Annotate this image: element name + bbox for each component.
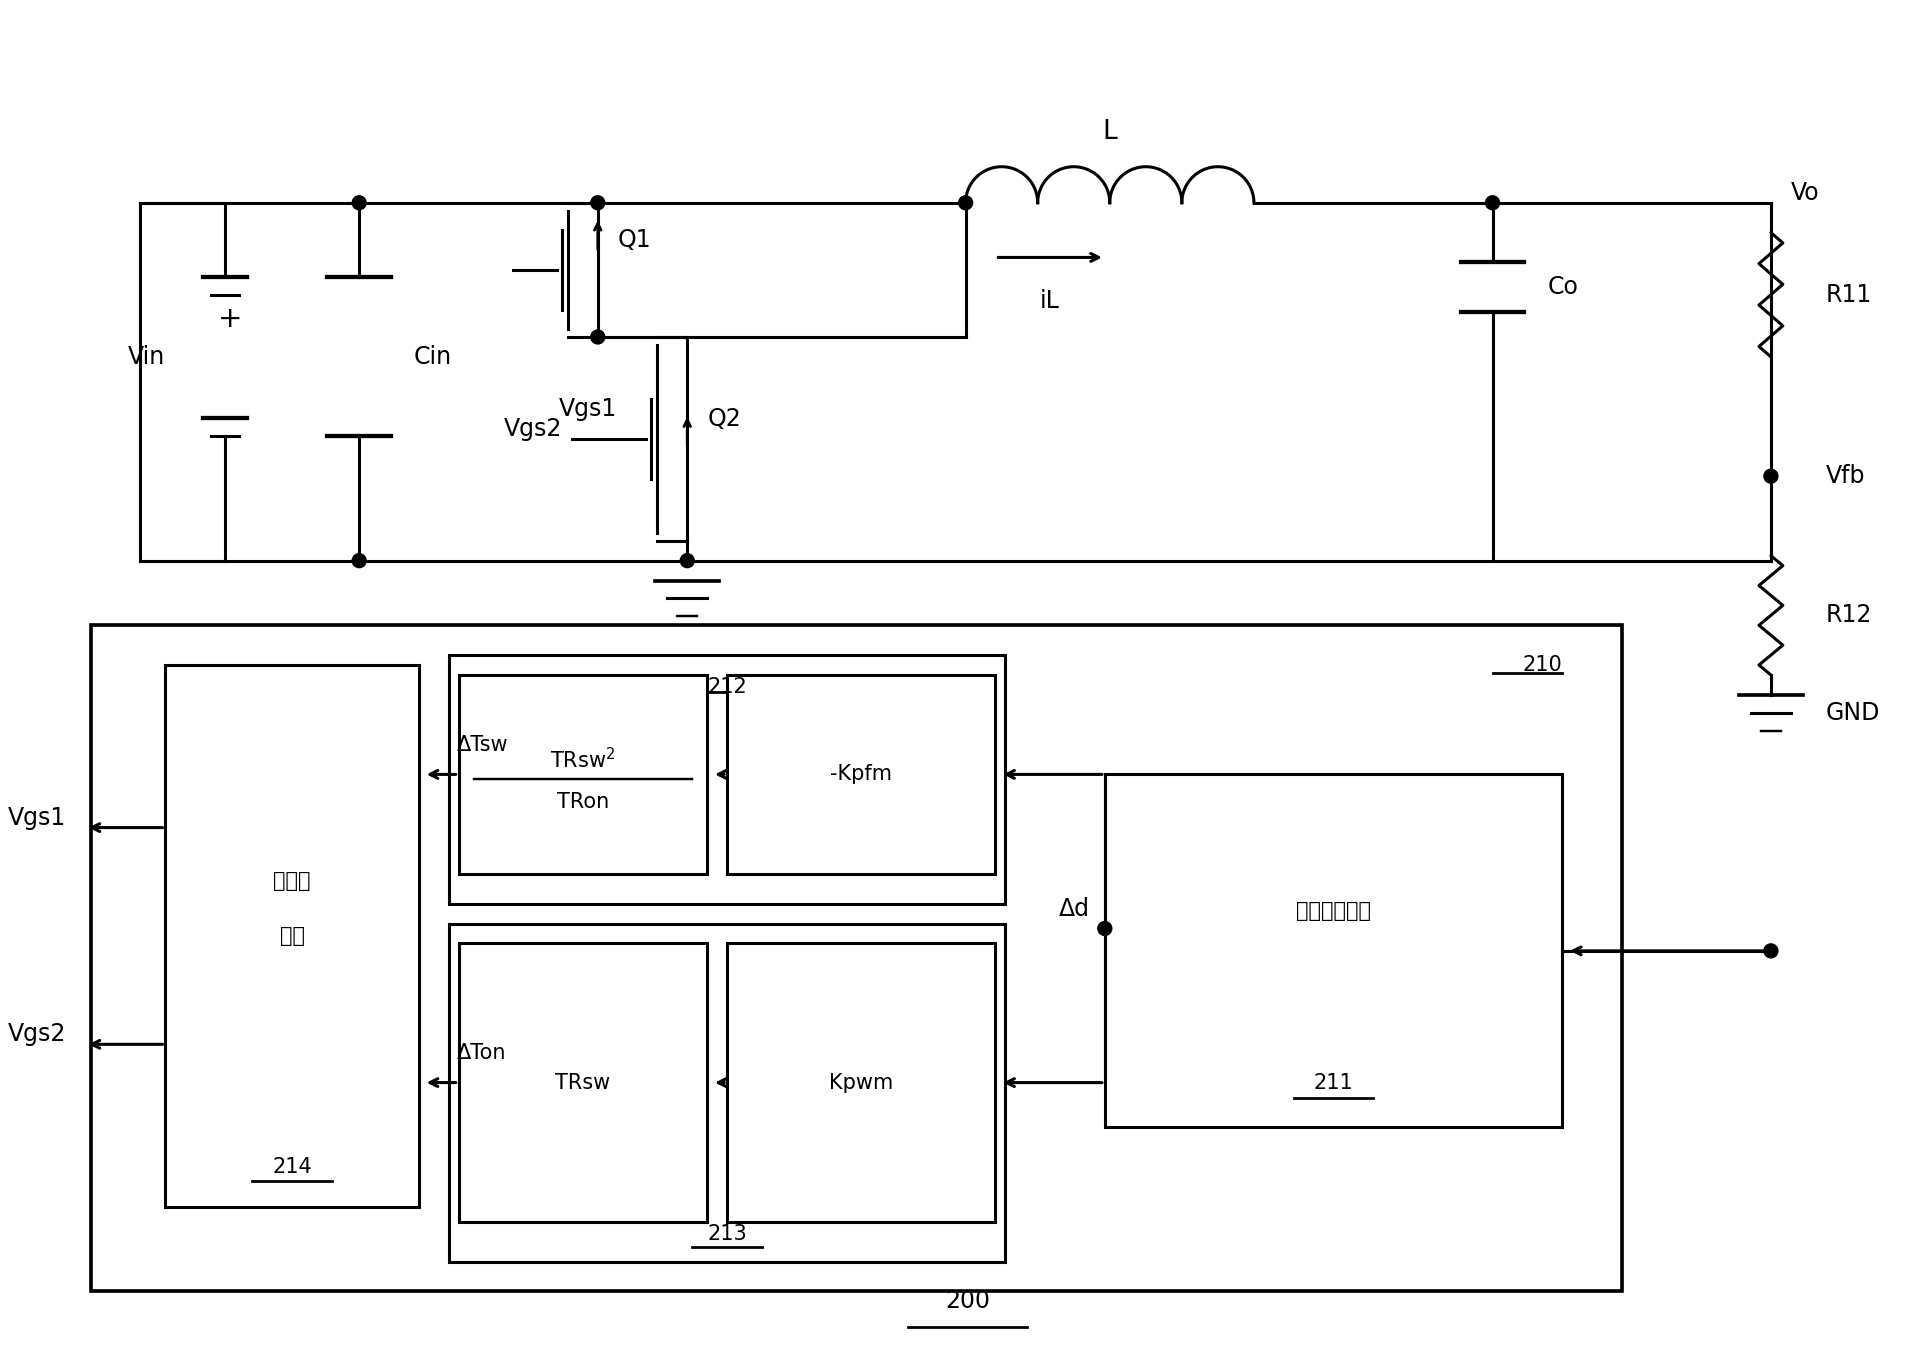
Text: Vgs1: Vgs1: [558, 397, 617, 421]
Text: Vgs2: Vgs2: [504, 417, 562, 441]
Text: 环路补偿单元: 环路补偿单元: [1296, 901, 1371, 921]
Text: 211: 211: [1313, 1072, 1352, 1092]
Text: Vgs1: Vgs1: [8, 806, 65, 830]
Circle shape: [1098, 921, 1111, 936]
Text: Kpwm: Kpwm: [829, 1072, 892, 1092]
Circle shape: [590, 330, 604, 344]
Text: Q1: Q1: [617, 229, 652, 252]
Text: Cin: Cin: [413, 344, 452, 369]
Bar: [458, 675, 708, 874]
Text: TRsw: TRsw: [556, 1072, 610, 1092]
Bar: [727, 943, 994, 1221]
Text: iL: iL: [1040, 289, 1060, 313]
Bar: [90, 625, 1621, 1291]
Text: -Kpfm: -Kpfm: [831, 764, 892, 784]
Text: 200: 200: [944, 1290, 990, 1313]
Circle shape: [352, 554, 365, 568]
Text: Δd: Δd: [1058, 897, 1088, 920]
Text: 制器: 制器: [279, 925, 304, 946]
Circle shape: [352, 196, 365, 210]
Text: ΔTon: ΔTon: [456, 1042, 506, 1063]
Text: Vgs2: Vgs2: [8, 1022, 65, 1046]
Text: R12: R12: [1825, 604, 1871, 627]
Text: ΔTsw: ΔTsw: [456, 734, 508, 755]
Circle shape: [958, 196, 971, 210]
Text: +: +: [217, 305, 242, 334]
Text: TRsw$^2$: TRsw$^2$: [550, 746, 615, 772]
Text: TRon: TRon: [556, 792, 610, 812]
Bar: [165, 664, 419, 1206]
Bar: [448, 655, 1006, 904]
Text: L: L: [1102, 118, 1117, 145]
Circle shape: [681, 554, 694, 568]
Text: Vfb: Vfb: [1825, 464, 1863, 488]
Text: 214: 214: [271, 1157, 312, 1177]
Bar: [727, 675, 994, 874]
Circle shape: [590, 196, 604, 210]
Text: Vin: Vin: [129, 344, 165, 369]
Circle shape: [1763, 469, 1777, 483]
Text: Q2: Q2: [708, 408, 740, 430]
Text: 212: 212: [708, 677, 746, 697]
Bar: [448, 924, 1006, 1262]
Text: GND: GND: [1825, 701, 1879, 725]
Circle shape: [1763, 944, 1777, 958]
Circle shape: [1485, 196, 1498, 210]
Bar: [1104, 775, 1561, 1127]
Text: Vo: Vo: [1790, 180, 1819, 204]
Text: Co: Co: [1546, 276, 1577, 299]
Bar: [458, 943, 708, 1221]
Text: 混合调: 混合调: [273, 872, 312, 892]
Text: 210: 210: [1521, 655, 1561, 675]
Text: R11: R11: [1825, 282, 1871, 307]
Text: 213: 213: [708, 1224, 746, 1244]
